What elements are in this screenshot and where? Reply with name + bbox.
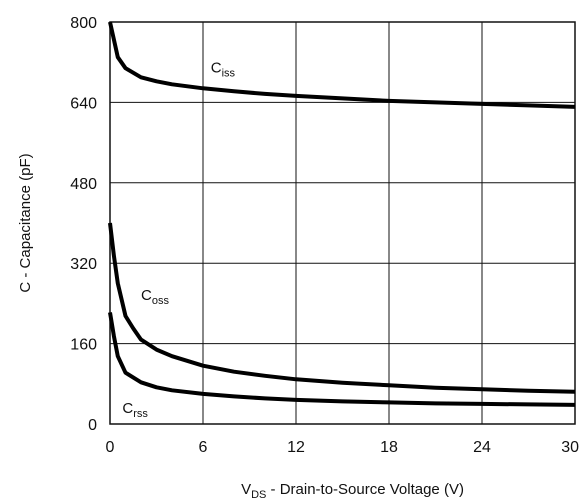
x-axis-label-main: V [241,481,251,498]
series-label-coss: Coss [141,287,169,307]
y-tick-label: 0 [88,417,97,434]
x-axis-label-sub: DS [251,489,266,501]
y-tick-label: 160 [70,337,97,354]
x-tick-label: 0 [106,439,115,456]
plot-frame [109,21,576,425]
y-tick-label: 640 [70,95,97,112]
grid [109,21,576,425]
x-tick-label: 6 [199,439,208,456]
series-label-crss: Crss [122,400,148,420]
series-label-ciss: Ciss [211,59,236,79]
tick-labels: 0 6 12 18 24 30 0 160 320 480 640 800 [70,15,579,456]
series-layer [108,21,576,407]
ciss-line [108,21,576,109]
y-tick-label: 800 [70,15,97,32]
x-axis-label-rest: - Drain-to-Source Voltage (V) [266,481,464,498]
x-tick-label: 18 [380,439,398,456]
y-axis-label: C - Capacitance (pF) [17,153,34,292]
y-tick-label: 320 [70,256,97,273]
y-tick-label: 480 [70,176,97,193]
x-tick-label: 30 [561,439,579,456]
coss-line [108,222,576,394]
crss-line [108,312,576,407]
x-tick-label: 24 [473,439,491,456]
x-axis-label: VDS - Drain-to-Source Voltage (V) [241,481,464,501]
x-tick-label: 12 [287,439,305,456]
